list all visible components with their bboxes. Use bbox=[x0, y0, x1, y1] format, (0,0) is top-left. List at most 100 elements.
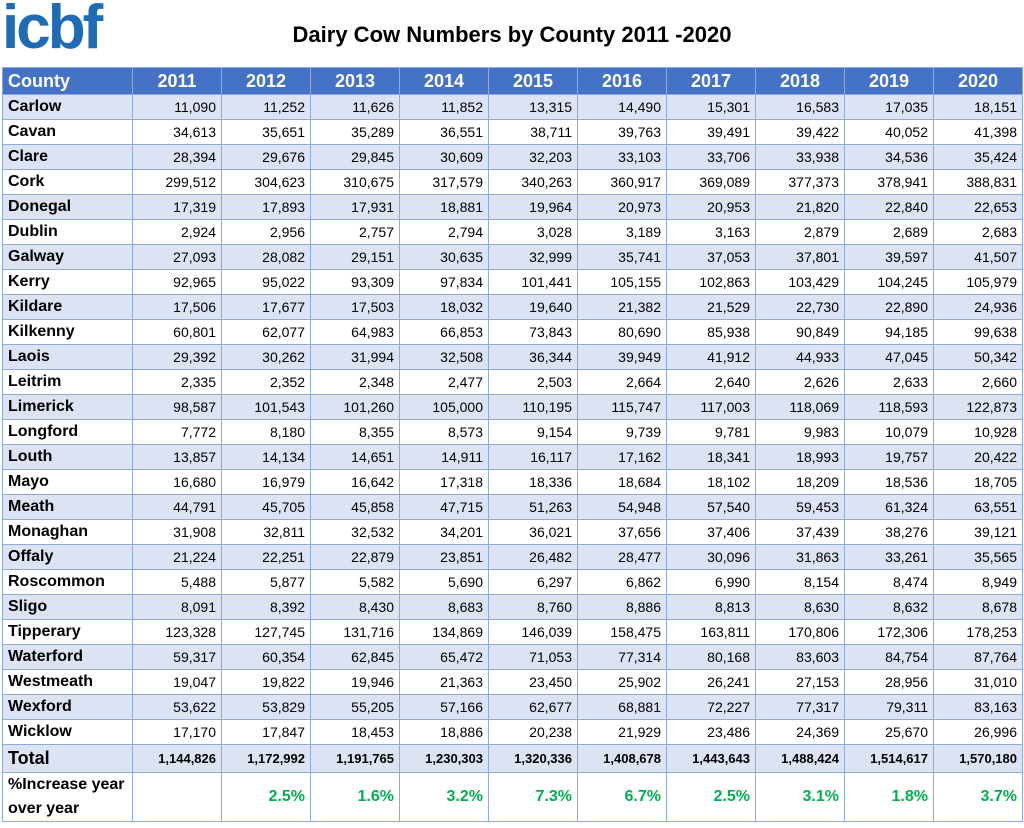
cow-count: 22,251 bbox=[221, 544, 311, 570]
cow-count: 28,082 bbox=[221, 244, 311, 270]
cow-count: 2,640 bbox=[666, 369, 756, 395]
increase-value: 7.3% bbox=[488, 772, 578, 822]
cow-count: 21,363 bbox=[399, 669, 489, 695]
cow-count: 13,857 bbox=[132, 444, 222, 470]
cow-count: 15,301 bbox=[666, 94, 756, 120]
cow-count: 299,512 bbox=[132, 169, 222, 195]
cow-count: 146,039 bbox=[488, 619, 578, 645]
cow-count: 18,453 bbox=[310, 719, 400, 745]
cow-count: 17,318 bbox=[399, 469, 489, 495]
cow-count: 14,651 bbox=[310, 444, 400, 470]
cow-count: 33,938 bbox=[755, 144, 845, 170]
cow-count: 31,863 bbox=[755, 544, 845, 570]
county-name: Offaly bbox=[2, 544, 133, 570]
cow-count: 11,626 bbox=[310, 94, 400, 120]
cow-count: 8,949 bbox=[933, 569, 1023, 595]
cow-count: 66,853 bbox=[399, 319, 489, 345]
increase-row: %Increase year over year 2.5% 1.6% 3.2% 7.3%… bbox=[2, 772, 1023, 822]
cow-count: 39,422 bbox=[755, 119, 845, 145]
cow-count: 94,185 bbox=[844, 319, 934, 345]
total-value: 1,408,678 bbox=[577, 744, 667, 773]
cow-count: 2,352 bbox=[221, 369, 311, 395]
data-row: Kilkenny 60,801 62,077 64,983 66,853 73,843 80… bbox=[2, 319, 1023, 345]
cow-count: 8,573 bbox=[399, 419, 489, 445]
cow-count: 39,949 bbox=[577, 344, 667, 370]
county-name: Tipperary bbox=[2, 619, 133, 645]
cow-count: 8,632 bbox=[844, 594, 934, 620]
total-value: 1,172,992 bbox=[221, 744, 311, 773]
cow-count: 101,543 bbox=[221, 394, 311, 420]
column-header: 2016 bbox=[577, 67, 667, 95]
cow-count: 388,831 bbox=[933, 169, 1023, 195]
cow-count: 36,021 bbox=[488, 519, 578, 545]
cow-count: 317,579 bbox=[399, 169, 489, 195]
cow-count: 115,747 bbox=[577, 394, 667, 420]
cow-count: 19,946 bbox=[310, 669, 400, 695]
cow-count: 9,154 bbox=[488, 419, 578, 445]
cow-count: 2,924 bbox=[132, 219, 222, 245]
data-row: Cavan 34,613 35,651 35,289 36,551 38,711 39,76… bbox=[2, 119, 1023, 145]
cow-count: 163,811 bbox=[666, 619, 756, 645]
cow-count: 21,382 bbox=[577, 294, 667, 320]
cow-count: 2,477 bbox=[399, 369, 489, 395]
cow-count: 105,000 bbox=[399, 394, 489, 420]
cow-count: 37,801 bbox=[755, 244, 845, 270]
cow-count: 55,205 bbox=[310, 694, 400, 720]
county-name: Kildare bbox=[2, 294, 133, 320]
cow-count: 8,886 bbox=[577, 594, 667, 620]
cow-count: 18,705 bbox=[933, 469, 1023, 495]
cow-count: 158,475 bbox=[577, 619, 667, 645]
cow-count: 6,990 bbox=[666, 569, 756, 595]
cow-count: 172,306 bbox=[844, 619, 934, 645]
cow-count: 18,881 bbox=[399, 194, 489, 220]
cow-count: 9,781 bbox=[666, 419, 756, 445]
cow-count: 8,760 bbox=[488, 594, 578, 620]
data-row: Roscommon 5,488 5,877 5,582 5,690 6,297 6,862 6… bbox=[2, 569, 1023, 595]
cow-count: 5,488 bbox=[132, 569, 222, 595]
cow-count: 304,623 bbox=[221, 169, 311, 195]
cow-count: 9,739 bbox=[577, 419, 667, 445]
cow-count: 30,609 bbox=[399, 144, 489, 170]
column-header: 2015 bbox=[488, 67, 578, 95]
cow-count: 65,472 bbox=[399, 644, 489, 670]
cow-count: 30,635 bbox=[399, 244, 489, 270]
cow-count: 104,245 bbox=[844, 269, 934, 295]
cow-count: 2,683 bbox=[933, 219, 1023, 245]
cow-count: 37,406 bbox=[666, 519, 756, 545]
cow-count: 8,630 bbox=[755, 594, 845, 620]
cow-count: 8,091 bbox=[132, 594, 222, 620]
cow-count: 24,369 bbox=[755, 719, 845, 745]
cow-count: 102,863 bbox=[666, 269, 756, 295]
cow-count: 57,166 bbox=[399, 694, 489, 720]
cow-count: 31,994 bbox=[310, 344, 400, 370]
data-row: Carlow 11,090 11,252 11,626 11,852 13,315 14,4… bbox=[2, 94, 1023, 120]
cow-count: 35,651 bbox=[221, 119, 311, 145]
cow-count: 45,858 bbox=[310, 494, 400, 520]
cow-count: 14,134 bbox=[221, 444, 311, 470]
county-name: Meath bbox=[2, 494, 133, 520]
cow-count: 26,241 bbox=[666, 669, 756, 695]
data-row: Galway 27,093 28,082 29,151 30,635 32,999 35,7… bbox=[2, 244, 1023, 270]
cow-count: 360,917 bbox=[577, 169, 667, 195]
cow-count: 59,453 bbox=[755, 494, 845, 520]
cow-count: 39,597 bbox=[844, 244, 934, 270]
data-row: Monaghan 31,908 32,811 32,532 34,201 36,021 37… bbox=[2, 519, 1023, 545]
cow-count: 73,843 bbox=[488, 319, 578, 345]
cow-count: 340,263 bbox=[488, 169, 578, 195]
cow-count: 62,677 bbox=[488, 694, 578, 720]
column-header: 2014 bbox=[399, 67, 489, 95]
cow-count: 41,507 bbox=[933, 244, 1023, 270]
cow-count: 27,093 bbox=[132, 244, 222, 270]
county-name: Dublin bbox=[2, 219, 133, 245]
total-row: Total 1,144,826 1,172,992 1,191,765 1,230,30… bbox=[2, 744, 1023, 773]
cow-count: 79,311 bbox=[844, 694, 934, 720]
total-value: 1,191,765 bbox=[310, 744, 400, 773]
cow-count: 38,711 bbox=[488, 119, 578, 145]
county-name: Sligo bbox=[2, 594, 133, 620]
cow-count: 32,532 bbox=[310, 519, 400, 545]
cow-count: 38,276 bbox=[844, 519, 934, 545]
cow-count: 6,862 bbox=[577, 569, 667, 595]
cow-count: 18,684 bbox=[577, 469, 667, 495]
data-row: Meath 44,791 45,705 45,858 47,715 51,263 54,94… bbox=[2, 494, 1023, 520]
cow-count: 20,953 bbox=[666, 194, 756, 220]
